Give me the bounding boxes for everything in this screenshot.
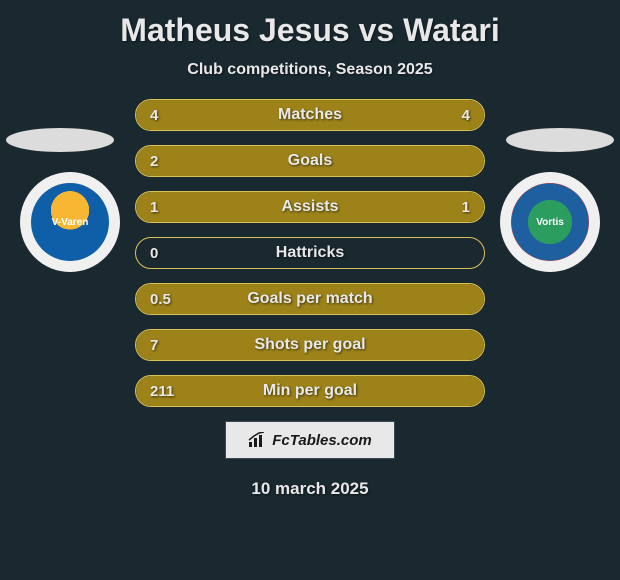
club-crest-right-label: Vortis [536, 217, 564, 228]
stat-value-left: 7 [150, 337, 158, 354]
club-badge-left: V-Varen [20, 172, 120, 272]
stat-row: 2 Goals [135, 145, 485, 177]
stat-value-left: 0 [150, 245, 158, 262]
stat-value-left: 1 [150, 199, 158, 216]
player-right-oval [506, 128, 614, 152]
stat-value-right: 1 [462, 199, 470, 216]
stat-label: Goals [288, 152, 332, 170]
chart-icon [248, 432, 268, 448]
stat-label: Matches [278, 106, 342, 124]
brand-text: FcTables.com [272, 432, 371, 449]
stat-label: Hattricks [276, 244, 344, 262]
stat-label: Shots per goal [254, 336, 365, 354]
club-badge-right: Vortis [500, 172, 600, 272]
page-title: Matheus Jesus vs Watari [0, 0, 620, 49]
subtitle: Club competitions, Season 2025 [0, 61, 620, 79]
stat-label: Min per goal [263, 382, 357, 400]
stat-row: 7 Shots per goal [135, 329, 485, 361]
stat-row: 4 Matches 4 [135, 99, 485, 131]
stat-value-left: 4 [150, 107, 158, 124]
stat-label: Goals per match [247, 290, 372, 308]
stats-container: 4 Matches 4 2 Goals 1 Assists 1 0 Hattricks 0.5 Goa… [135, 99, 485, 407]
club-crest-right: Vortis [511, 183, 589, 261]
stat-row: 1 Assists 1 [135, 191, 485, 223]
stat-row: 0.5 Goals per match [135, 283, 485, 315]
brand-box: FcTables.com [225, 421, 395, 459]
stat-row: 0 Hattricks [135, 237, 485, 269]
player-left-oval [6, 128, 114, 152]
date-text: 10 march 2025 [0, 479, 620, 499]
stat-label: Assists [282, 198, 339, 216]
stat-row: 211 Min per goal [135, 375, 485, 407]
club-crest-left: V-Varen [31, 183, 109, 261]
stat-value-left: 0.5 [150, 291, 171, 308]
club-crest-left-label: V-Varen [52, 217, 89, 228]
stat-value-left: 211 [150, 383, 174, 400]
stat-value-left: 2 [150, 153, 158, 170]
stat-value-right: 4 [462, 107, 470, 124]
